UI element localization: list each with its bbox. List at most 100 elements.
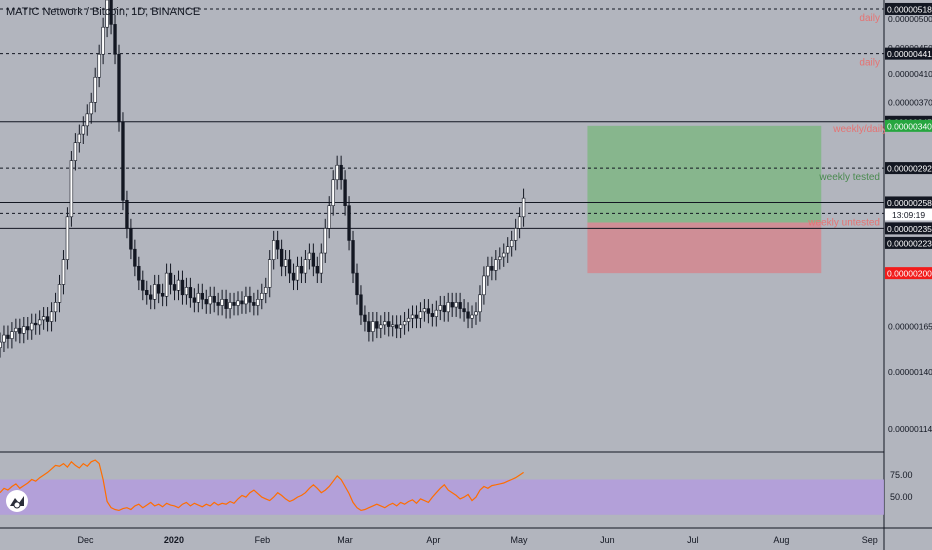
candle-body [275,240,280,250]
candle-body [85,113,89,127]
candle-body [105,0,109,28]
candle-body [379,324,383,329]
candle-body [18,327,22,334]
candle-body [34,322,38,326]
candle-body [252,302,256,306]
candle-body [375,321,379,329]
candle-body [268,259,272,288]
long-position-stop-zone[interactable] [587,222,822,274]
time-tick-label: May [510,535,528,545]
candle-body [228,302,232,309]
price-tick-label: 0.00000114 [888,424,932,434]
stop-price-badge-bg [885,267,932,280]
candle-body [69,160,74,218]
candle-body [367,321,371,332]
level-price-badge: 0.00000441 [887,49,932,59]
candle-body [260,292,264,300]
candle-body [77,133,82,143]
candle-body [97,53,101,78]
candle-body [45,316,50,322]
candle-body [57,284,62,303]
candle-body [430,313,435,317]
candle-body [390,324,395,327]
candle-body [303,259,308,274]
candle-body [184,287,189,296]
candle-body [248,295,252,303]
candle-body [450,302,454,308]
candle-body [216,302,220,306]
candle-body [426,308,431,314]
candle-body [307,252,312,260]
candle-body [236,300,240,306]
candle-body [355,272,359,296]
candle-body [498,256,502,260]
level-note-weekly-daily: weekly/daily [832,124,887,135]
candle-body [109,0,113,25]
candle-body [402,321,407,326]
candle-body [442,305,446,313]
candle-body [208,295,212,305]
price-tick-label: 0.00000370 [888,97,932,107]
candle-body [521,197,526,218]
candle-body [113,24,117,55]
candle-body [513,228,518,241]
candle-body [14,327,18,332]
time-tick-label: Sep [862,535,878,545]
candle-body [204,299,208,305]
candle-body [410,314,415,319]
candle-body [394,324,399,329]
candle-body [129,228,133,250]
candle-body [363,314,367,322]
candle-body [509,240,514,247]
candle-body [486,265,490,277]
candle-body [323,228,327,254]
price-tick-label: 0.00000500 [888,14,932,24]
candle-body [387,321,391,327]
candle-body [37,319,42,326]
candle-body [414,314,419,319]
level-price-badge-bg [885,196,932,209]
candle-body [383,321,387,326]
tradingview-logo-icon[interactable] [6,490,28,512]
candle-body [244,295,248,305]
candle-body [335,164,339,181]
candle-body [490,265,494,271]
candle-body [73,142,78,161]
candle-body [398,324,403,329]
candle-body [478,294,482,313]
candle-body [517,216,522,229]
target-price-badge-bg [885,119,932,132]
candle-body [458,302,462,309]
candle-body [438,305,442,311]
candle-body [434,309,439,317]
candle-body [53,302,58,313]
candle-body [149,294,153,300]
time-tick-label: 2020 [164,535,184,545]
candle-body [494,259,498,271]
candle-body [160,292,165,297]
candle-body [172,284,177,291]
target-price-badge: 0.00000340 [887,121,932,131]
level-price-badge: 0.00000258 [887,198,932,208]
long-position-target-zone[interactable] [587,125,822,223]
candle-body [121,121,125,201]
candle-body [351,240,355,274]
candle-body [10,331,14,339]
candle-body [6,334,10,339]
candle-body [291,272,296,281]
candle-body [406,317,411,322]
candle-body [319,252,323,274]
candle-body [232,302,236,306]
stop-price-badge: 0.00000200 [887,269,932,279]
candle-body [339,164,343,181]
price-tick-label: 0.00000165 [888,322,932,332]
level-note: weekly tested [818,172,880,183]
symbol-title: MATIC Network / Bitcoin, 1D, BINANCE [6,6,201,18]
candle-body [137,265,141,281]
time-tick-label: Jun [600,535,615,545]
candle-body [89,102,93,115]
candle-body [125,200,129,229]
candle-body [287,259,292,274]
